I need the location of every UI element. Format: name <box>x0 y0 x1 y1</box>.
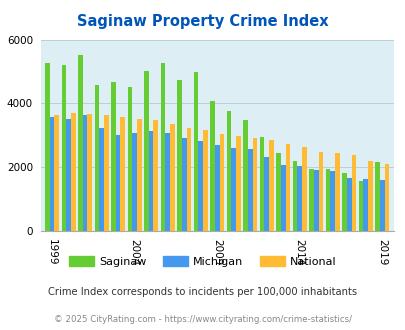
Bar <box>153 120 158 231</box>
Bar <box>111 82 115 231</box>
Bar <box>193 73 198 231</box>
Bar <box>62 65 66 231</box>
Bar <box>351 155 355 231</box>
Bar <box>292 161 297 231</box>
Bar <box>149 131 153 231</box>
Bar <box>104 115 108 231</box>
Bar <box>181 139 186 231</box>
Bar <box>78 54 83 231</box>
Bar <box>45 63 50 231</box>
Bar <box>297 166 301 231</box>
Bar <box>379 180 384 231</box>
Bar <box>243 120 247 231</box>
Bar <box>165 133 170 231</box>
Bar <box>214 145 219 231</box>
Bar <box>160 63 165 231</box>
Bar <box>330 171 334 231</box>
Bar <box>341 173 346 231</box>
Bar <box>210 102 214 231</box>
Bar <box>276 153 280 231</box>
Bar <box>334 153 339 231</box>
Bar <box>177 80 181 231</box>
Bar <box>66 119 71 231</box>
Bar <box>259 137 264 231</box>
Bar <box>313 170 318 231</box>
Bar <box>384 164 388 231</box>
Bar <box>54 115 59 231</box>
Bar <box>309 169 313 231</box>
Bar <box>325 169 330 231</box>
Bar <box>264 157 269 231</box>
Bar <box>120 117 125 231</box>
Bar <box>144 71 149 231</box>
Bar <box>247 149 252 231</box>
Bar <box>367 161 372 231</box>
Bar <box>362 179 367 231</box>
Bar <box>226 111 231 231</box>
Bar <box>346 178 351 231</box>
Bar <box>99 128 104 231</box>
Bar <box>252 138 256 231</box>
Bar <box>269 140 273 231</box>
Bar <box>83 115 87 231</box>
Bar <box>301 148 306 231</box>
Legend: Saginaw, Michigan, National: Saginaw, Michigan, National <box>65 251 340 271</box>
Bar <box>132 133 136 231</box>
Bar <box>318 151 322 231</box>
Bar <box>198 141 202 231</box>
Bar <box>71 113 75 231</box>
Bar <box>285 144 290 231</box>
Bar <box>136 119 141 231</box>
Bar <box>358 181 362 231</box>
Bar <box>202 130 207 231</box>
Bar <box>128 87 132 231</box>
Text: Crime Index corresponds to incidents per 100,000 inhabitants: Crime Index corresponds to incidents per… <box>48 287 357 297</box>
Bar <box>115 135 120 231</box>
Bar <box>94 84 99 231</box>
Bar <box>170 124 174 231</box>
Bar <box>374 162 379 231</box>
Bar <box>231 148 235 231</box>
Bar <box>87 114 92 231</box>
Bar <box>219 134 224 231</box>
Bar <box>186 128 191 231</box>
Bar <box>50 117 54 231</box>
Bar <box>280 165 285 231</box>
Text: Saginaw Property Crime Index: Saginaw Property Crime Index <box>77 14 328 29</box>
Bar <box>235 136 240 231</box>
Text: © 2025 CityRating.com - https://www.cityrating.com/crime-statistics/: © 2025 CityRating.com - https://www.city… <box>54 315 351 324</box>
